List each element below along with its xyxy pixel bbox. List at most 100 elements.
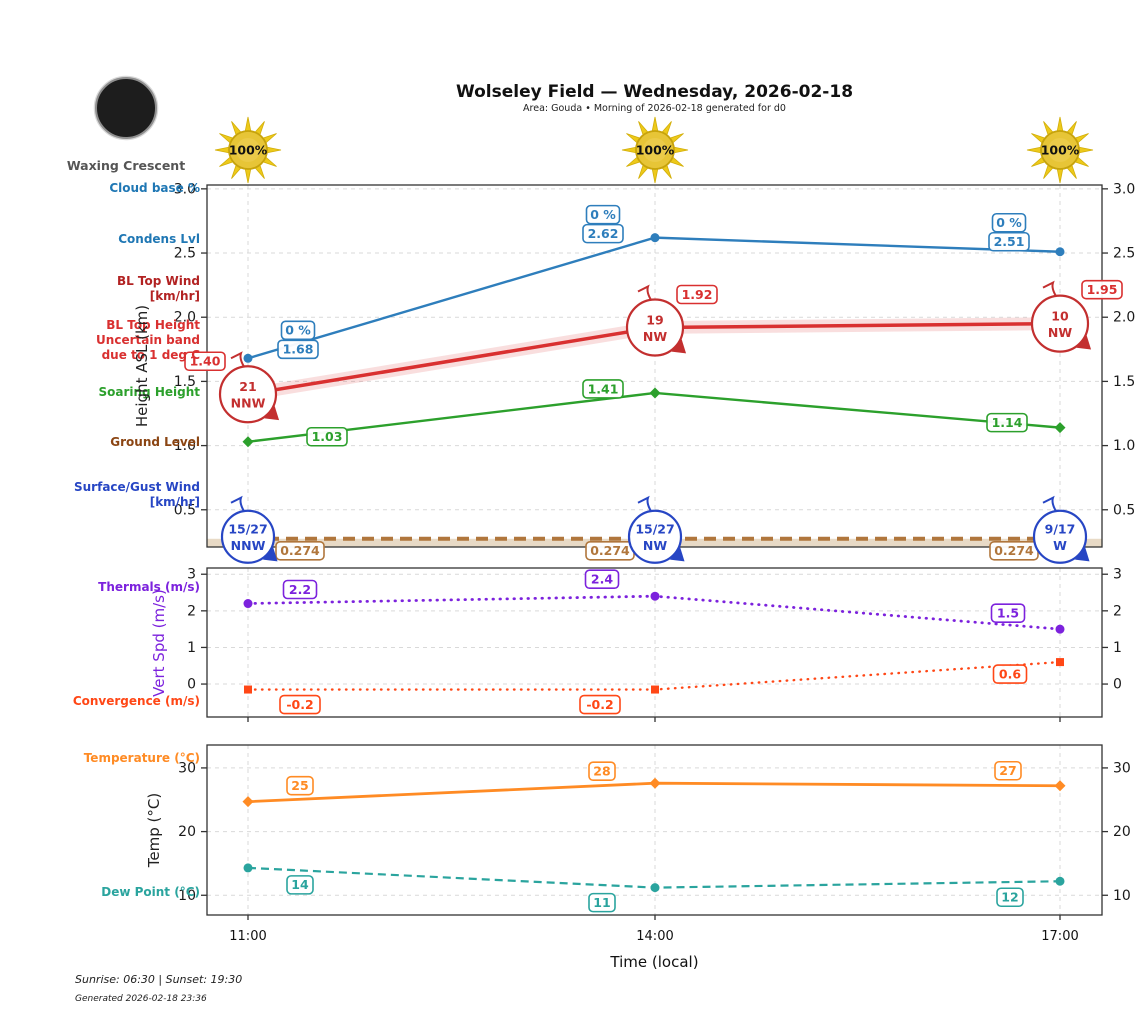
svg-text:2.51: 2.51: [994, 234, 1025, 249]
y-tick-label: 30: [178, 760, 196, 776]
wind-badge: 10 NW: [1030, 280, 1092, 353]
annotation-box: 0 %: [585, 204, 621, 225]
x-tick-17-00: 17:00: [1041, 929, 1079, 944]
data-point: [243, 353, 253, 363]
series-line: [246, 660, 1062, 691]
data-point: [242, 436, 254, 448]
svg-text:0 %: 0 %: [285, 323, 311, 338]
data-point: [649, 777, 661, 789]
data-point: [1055, 876, 1065, 886]
generated-note: Generated 2026-02-18 23:36: [75, 994, 207, 1004]
svg-text:27: 27: [999, 763, 1016, 778]
sunrise-sunset-note: Sunrise: 06:30 | Sunset: 19:30: [75, 973, 243, 986]
sun-percent-label: 100%: [229, 143, 268, 158]
annotation-box: 1.14: [986, 412, 1028, 433]
row-label-cloud-base: Cloud base %: [109, 181, 200, 195]
svg-text:1.03: 1.03: [312, 429, 343, 444]
y-tick-label: 3.0: [174, 181, 196, 197]
data-point: [650, 591, 660, 601]
row-label-condens-lvl: Condens Lvl: [118, 232, 200, 246]
svg-text:2.62: 2.62: [588, 226, 619, 241]
data-point: [1055, 247, 1065, 257]
y-tick-label: 1: [187, 640, 196, 656]
data-point: [650, 233, 660, 243]
svg-text:NNW: NNW: [231, 538, 266, 553]
data-point: [649, 387, 661, 399]
axis-label-height-asl: Height ASL (km): [133, 304, 151, 428]
x-tick-11-00: 11:00: [229, 929, 267, 944]
svg-text:12: 12: [1001, 890, 1018, 905]
y-tick-label: 3: [187, 567, 196, 583]
annotation-box: 1.92: [676, 284, 718, 305]
svg-text:NNW: NNW: [231, 396, 266, 411]
wind-badge: 15/27 NW: [627, 495, 685, 564]
svg-text:0 %: 0 %: [996, 215, 1022, 230]
series-line: [246, 594, 1062, 631]
svg-text:0.274: 0.274: [280, 543, 320, 558]
y-tick-label: 1.5: [1113, 374, 1135, 390]
y-tick-label: 0: [187, 677, 196, 693]
row-label-temperature: Temperature (°C): [83, 751, 200, 765]
y-tick-label: 2.0: [1113, 310, 1135, 326]
svg-text:21: 21: [239, 379, 256, 394]
svg-text:11: 11: [593, 895, 610, 910]
series-line: [247, 391, 1061, 443]
data-point: [243, 863, 253, 873]
data-point: [244, 685, 252, 694]
sun-icon: 100%: [621, 116, 689, 184]
svg-text:NW: NW: [643, 329, 667, 344]
y-tick-label: 1.0: [174, 438, 196, 454]
y-tick-label: 10: [1113, 888, 1131, 904]
annotation-box: 1.95: [1081, 279, 1123, 300]
annotation-box: 2.4: [584, 569, 620, 589]
data-point: [1056, 658, 1064, 667]
annotation-box: 0.274: [989, 540, 1039, 561]
row-label-bl-top-wind: BL Top Wind [km/hr]: [116, 274, 200, 303]
annotation-box: 2.2: [282, 579, 318, 600]
svg-text:2.4: 2.4: [591, 571, 613, 586]
svg-text:1.5: 1.5: [997, 605, 1019, 620]
annotation-box: 0.274: [275, 540, 325, 561]
annotation-box: 28: [588, 761, 616, 782]
wind-badge: 15/27 NNW: [220, 495, 278, 564]
data-point: [243, 599, 253, 609]
data-point: [1054, 780, 1066, 792]
annotation-box: 0 %: [280, 320, 316, 341]
annotation-box: 2.51: [988, 231, 1030, 252]
annotation-box: 1.68: [277, 339, 319, 360]
annotation-box: 12: [996, 887, 1024, 908]
y-tick-label: 30: [1113, 760, 1131, 776]
y-tick-label: 3: [1113, 567, 1122, 583]
sun-percent-label: 100%: [636, 143, 675, 158]
svg-text:10: 10: [1051, 309, 1069, 324]
sun-percent-label: 100%: [1041, 143, 1080, 158]
axis-label-temp: Temp (°C): [145, 792, 163, 868]
annotation-box: 1.40: [184, 351, 226, 372]
annotation-box: 1.5: [990, 603, 1026, 623]
y-tick-label: 10: [178, 888, 196, 904]
row-label-thermals: Thermals (m/s): [98, 580, 200, 594]
y-tick-label: 0.5: [174, 502, 196, 518]
annotation-box: 27: [994, 760, 1022, 781]
svg-text:NW: NW: [1048, 325, 1072, 340]
svg-text:0.274: 0.274: [994, 543, 1034, 558]
svg-text:1.92: 1.92: [682, 287, 713, 302]
svg-text:1.95: 1.95: [1087, 282, 1118, 297]
y-tick-label: 20: [178, 824, 196, 840]
axis-label-vert-spd: Vert Spd (m/s): [150, 589, 168, 697]
annotation-box: 25: [286, 775, 314, 796]
sun-icon: 100%: [1026, 116, 1094, 184]
y-tick-label: 2.0: [174, 310, 196, 326]
svg-text:0.274: 0.274: [590, 543, 630, 558]
x-tick-14-00: 14:00: [636, 929, 674, 944]
data-point: [650, 883, 660, 893]
annotation-box: 14: [286, 875, 314, 895]
data-point: [1055, 624, 1065, 634]
svg-text:15/27: 15/27: [228, 522, 267, 537]
svg-text:15/27: 15/27: [635, 522, 674, 537]
y-tick-label: 20: [1113, 824, 1131, 840]
moon-icon: [93, 75, 159, 141]
svg-text:1.41: 1.41: [588, 381, 619, 396]
y-tick-label: 2: [187, 603, 196, 619]
